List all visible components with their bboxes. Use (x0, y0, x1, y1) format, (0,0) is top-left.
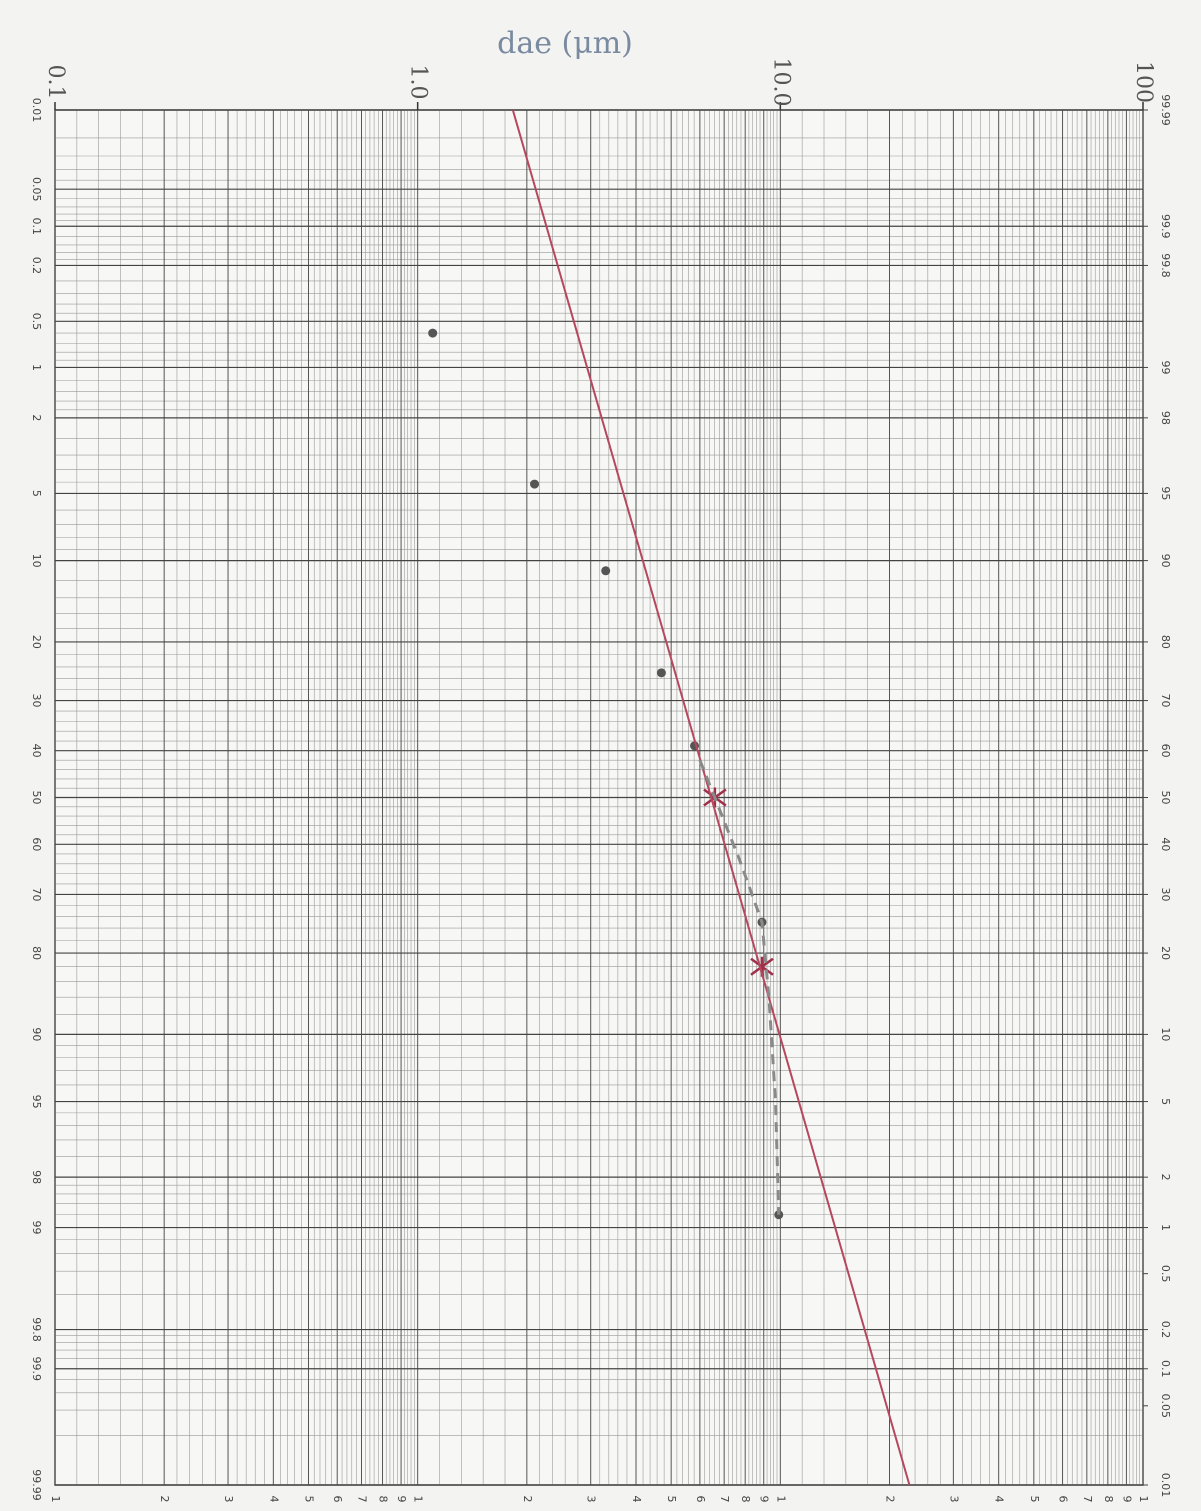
y-tick-label: 20 (30, 635, 43, 649)
y-tick-label: 99.9 (30, 1357, 43, 1382)
y2-tick-label: 5 (1159, 1098, 1172, 1105)
y-tick-label: 70 (30, 887, 43, 901)
x-cycle-label: 3 (947, 1496, 960, 1503)
y-tick-label: 30 (30, 694, 43, 708)
y2-tick-label: 90 (1159, 554, 1172, 568)
y2-tick-label: 0.01 (1159, 1473, 1172, 1498)
x-cycle-label: 5 (1028, 1496, 1041, 1503)
y-tick-label: 0.1 (30, 217, 43, 235)
y-tick-label: 98 (30, 1170, 43, 1184)
y-tick-label: 99.8 (30, 1317, 43, 1342)
y-tick-label: 0.05 (30, 177, 43, 202)
x-cycle-label: 6 (694, 1496, 707, 1503)
x-cycle-label: 8 (1102, 1496, 1115, 1503)
x-cycle-label: 9 (395, 1496, 408, 1503)
y-tick-label: 0.5 (30, 313, 43, 331)
x-tick-label: 10.0 (768, 58, 793, 107)
y-tick-label: 95 (30, 1095, 43, 1109)
x-cycle-label: 7 (718, 1496, 731, 1503)
x-cycle-label: 9 (758, 1496, 771, 1503)
x-cycle-label: 6 (331, 1496, 344, 1503)
y2-tick-label: 0.05 (1159, 1394, 1172, 1419)
x-tick-label: 0.1 (43, 65, 68, 100)
chart: dae (μm) 0.11.010.0100123456789123456789… (0, 0, 1201, 1511)
x-cycle-label: 4 (993, 1496, 1006, 1503)
x-cycle-label: 4 (630, 1496, 643, 1503)
x-cycle-label: 2 (884, 1496, 897, 1503)
y2-tick-label: 20 (1159, 946, 1172, 960)
y2-tick-label: 10 (1159, 1027, 1172, 1041)
y-tick-label: 1 (30, 364, 43, 371)
x-cycle-label: 7 (355, 1496, 368, 1503)
x-cycle-label: 1 (1137, 1496, 1150, 1503)
y-tick-label: 99.99 (30, 1469, 43, 1501)
y2-tick-label: 99 (1159, 360, 1172, 374)
y2-tick-label: 1 (1159, 1224, 1172, 1231)
x-cycle-label: 3 (222, 1496, 235, 1503)
x-cycle-label: 8 (739, 1496, 752, 1503)
x-tick-label: 1.0 (406, 65, 431, 100)
x-cycle-label: 2 (158, 1496, 171, 1503)
data-point (601, 566, 610, 575)
x-cycle-label: 7 (1081, 1496, 1094, 1503)
x-cycle-label: 1 (412, 1496, 425, 1503)
y2-tick-label: 99.99 (1159, 94, 1172, 126)
y2-tick-label: 30 (1159, 887, 1172, 901)
y-tick-label: 10 (30, 554, 43, 568)
y2-tick-label: 40 (1159, 837, 1172, 851)
y2-tick-label: 99.8 (1159, 253, 1172, 278)
x-cycle-label: 4 (267, 1496, 280, 1503)
data-point (657, 668, 666, 677)
data-point (428, 329, 437, 338)
y2-tick-label: 2 (1159, 1174, 1172, 1181)
y2-tick-label: 70 (1159, 694, 1172, 708)
x-cycle-label: 1 (774, 1496, 787, 1503)
y-tick-label: 2 (30, 414, 43, 421)
x-cycle-label: 8 (377, 1496, 390, 1503)
y2-tick-label: 98 (1159, 411, 1172, 425)
x-cycle-label: 6 (1057, 1496, 1070, 1503)
y2-tick-label: 60 (1159, 744, 1172, 758)
y-tick-label: 0.2 (30, 257, 43, 275)
y2-tick-label: 95 (1159, 486, 1172, 500)
y-tick-label: 0.01 (30, 98, 43, 123)
x-cycle-label: 5 (665, 1496, 678, 1503)
x-cycle-label: 1 (49, 1496, 62, 1503)
y-tick-label: 50 (30, 791, 43, 805)
y-tick-label: 5 (30, 490, 43, 497)
y2-tick-label: 0.1 (1159, 1360, 1172, 1378)
y-tick-label: 80 (30, 946, 43, 960)
y2-tick-label: 50 (1159, 791, 1172, 805)
x-cycle-label: 5 (302, 1496, 315, 1503)
y-tick-label: 60 (30, 837, 43, 851)
x-cycle-label: 2 (521, 1496, 534, 1503)
chart-title: dae (μm) (497, 26, 633, 61)
x-cycle-label: 3 (585, 1496, 598, 1503)
x-cycle-label: 9 (1120, 1496, 1133, 1503)
y2-tick-label: 0.5 (1159, 1265, 1172, 1283)
y-tick-label: 99 (30, 1221, 43, 1235)
x-tick-label: 100 (1131, 61, 1156, 103)
y2-tick-label: 0.2 (1159, 1321, 1172, 1339)
y2-tick-label: 99.9 (1159, 214, 1172, 239)
y-tick-label: 40 (30, 744, 43, 758)
y-tick-label: 90 (30, 1027, 43, 1041)
y2-tick-label: 80 (1159, 635, 1172, 649)
data-point (530, 480, 539, 489)
